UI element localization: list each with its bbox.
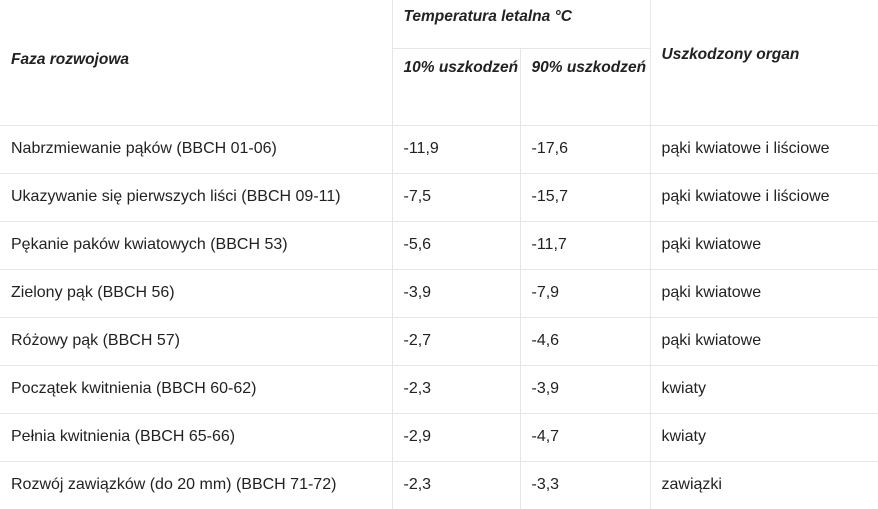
temp-90-cell: -17,6	[519, 124, 651, 174]
temp-90-cell: -15,7	[519, 172, 651, 222]
phase-cell: Rozwój zawiązków (do 20 mm) (BBCH 71-72)	[0, 460, 393, 509]
phase-cell: Ukazywanie się pierwszych liści (BBCH 09…	[0, 172, 393, 222]
temp-10-cell: -2,9	[391, 412, 521, 462]
header-phase: Faza rozwojowa	[0, 0, 393, 126]
table-row: Początek kwitnienia (BBCH 60-62) -2,3 -3…	[0, 364, 878, 414]
organ-cell: zawiązki	[649, 460, 878, 509]
header-damage-10: 10% uszkodzeń	[391, 47, 521, 126]
table-row: Rozwój zawiązków (do 20 mm) (BBCH 71-72)…	[0, 460, 878, 509]
temp-10-cell: -5,6	[391, 220, 521, 270]
temp-10-cell: -2,7	[391, 316, 521, 366]
temp-90-cell: -3,3	[519, 460, 651, 509]
organ-cell: pąki kwiatowe i liściowe	[649, 124, 878, 174]
organ-cell: kwiaty	[649, 412, 878, 462]
table-row: Zielony pąk (BBCH 56) -3,9 -7,9 pąki kwi…	[0, 268, 878, 318]
phase-cell: Różowy pąk (BBCH 57)	[0, 316, 393, 366]
temp-10-cell: -7,5	[391, 172, 521, 222]
header-lethal-temperature: Temperatura letalna °C	[391, 0, 651, 49]
temp-10-cell: -11,9	[391, 124, 521, 174]
table-row: Pełnia kwitnienia (BBCH 65-66) -2,9 -4,7…	[0, 412, 878, 462]
header-damaged-organ: Uszkodzony organ	[649, 0, 878, 126]
phase-cell: Pękanie paków kwiatowych (BBCH 53)	[0, 220, 393, 270]
phase-cell: Nabrzmiewanie pąków (BBCH 01-06)	[0, 124, 393, 174]
temp-90-cell: -4,7	[519, 412, 651, 462]
organ-cell: kwiaty	[649, 364, 878, 414]
temp-90-cell: -7,9	[519, 268, 651, 318]
organ-cell: pąki kwiatowe	[649, 316, 878, 366]
temp-10-cell: -2,3	[391, 364, 521, 414]
organ-cell: pąki kwiatowe	[649, 220, 878, 270]
header-row-top: Faza rozwojowa Temperatura letalna °C Us…	[0, 0, 878, 126]
organ-cell: pąki kwiatowe i liściowe	[649, 172, 878, 222]
header-damage-90: 90% uszkodzeń	[519, 47, 651, 126]
table-row: Różowy pąk (BBCH 57) -2,7 -4,6 pąki kwia…	[0, 316, 878, 366]
header-row-sub: 10% uszkodzeń 90% uszkodzeń	[0, 47, 878, 126]
phase-cell: Zielony pąk (BBCH 56)	[0, 268, 393, 318]
temp-10-cell: -3,9	[391, 268, 521, 318]
phase-cell: Pełnia kwitnienia (BBCH 65-66)	[0, 412, 393, 462]
temp-90-cell: -11,7	[519, 220, 651, 270]
table-row: Nabrzmiewanie pąków (BBCH 01-06) -11,9 -…	[0, 124, 878, 174]
organ-cell: pąki kwiatowe	[649, 268, 878, 318]
table-row: Ukazywanie się pierwszych liści (BBCH 09…	[0, 172, 878, 222]
temp-90-cell: -3,9	[519, 364, 651, 414]
phase-cell: Początek kwitnienia (BBCH 60-62)	[0, 364, 393, 414]
temp-90-cell: -4,6	[519, 316, 651, 366]
table-row: Pękanie paków kwiatowych (BBCH 53) -5,6 …	[0, 220, 878, 270]
temp-10-cell: -2,3	[391, 460, 521, 509]
